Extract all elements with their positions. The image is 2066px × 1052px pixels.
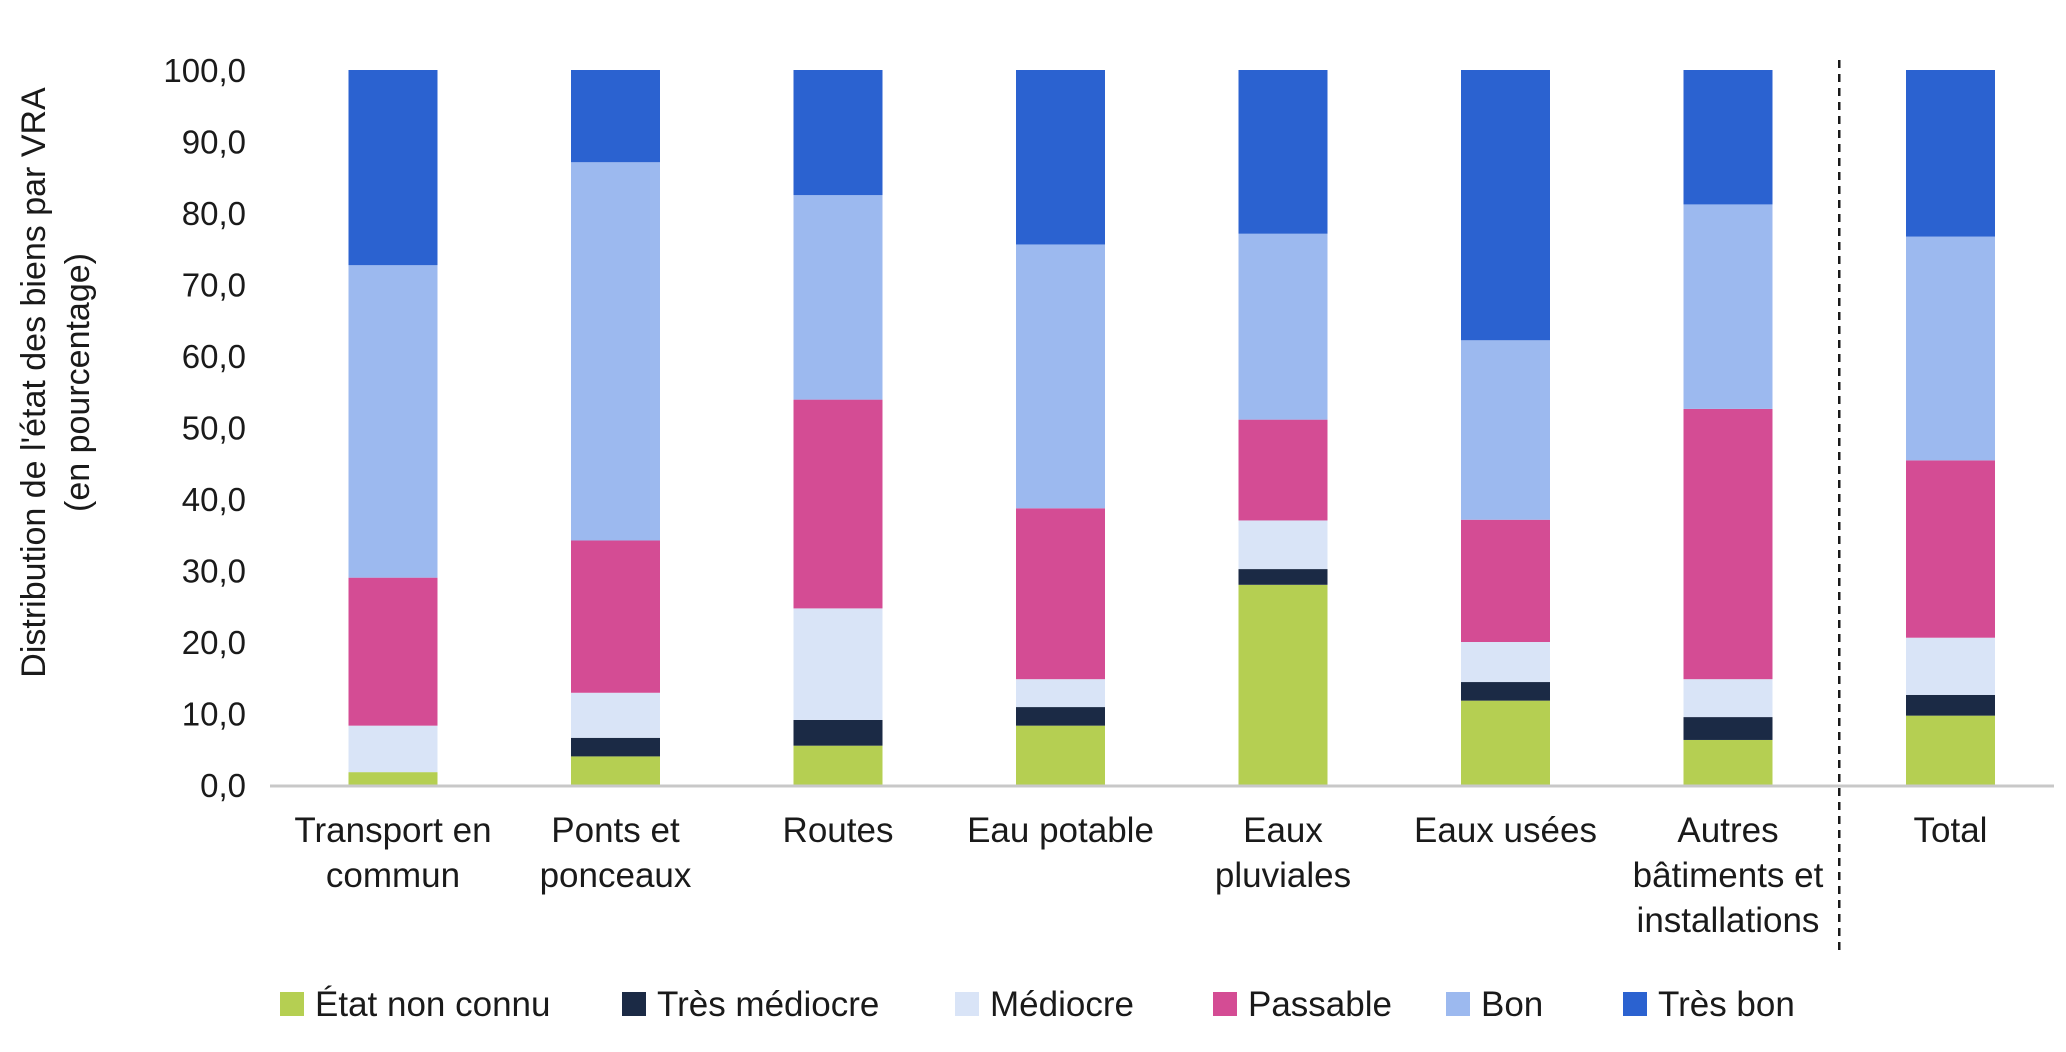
bar-segment <box>1016 707 1105 726</box>
x-category-label: pluviales <box>1215 856 1351 895</box>
x-category-label: Transport en <box>294 811 491 850</box>
y-axis-ticks: 0,0 10,0 20,0 30,0 40,0 50,0 60,0 70,0 80,0 90,0 1… <box>163 52 246 804</box>
bar-segment <box>571 756 660 785</box>
bar-segment <box>1238 569 1328 585</box>
y-axis-title: Distribution de l'état des biens par VRA… <box>15 87 97 678</box>
bar-segment <box>1683 739 1773 785</box>
bars-group <box>348 70 1995 785</box>
legend-swatch <box>280 992 304 1016</box>
y-tick-label: 60,0 <box>182 338 246 375</box>
bar-segment <box>793 745 883 785</box>
legend: État non connu Très médiocre Médiocre Passa… <box>280 985 1795 1024</box>
legend-swatch <box>1446 992 1470 1016</box>
bar-segment <box>1016 70 1105 245</box>
bar-segment <box>1016 725 1105 785</box>
y-tick-label: 90,0 <box>182 124 246 161</box>
legend-label: Passable <box>1248 985 1392 1024</box>
legend-swatch <box>955 992 979 1016</box>
legend-swatch <box>622 992 646 1016</box>
bar-segment <box>1906 236 1995 461</box>
y-tick-label: 100,0 <box>163 52 246 89</box>
y-axis-title-line: Distribution de l'état des biens par VRA <box>15 87 53 678</box>
bar-segment <box>1906 637 1995 695</box>
x-category-label: bâtiments et <box>1633 856 1824 895</box>
bar-segment <box>1016 244 1105 509</box>
x-category-label: Routes <box>783 811 894 850</box>
bar-segment <box>1906 715 1995 785</box>
y-tick-label: 10,0 <box>182 696 246 733</box>
bar-segment <box>1461 700 1550 785</box>
bar-segment <box>1906 460 1995 638</box>
bar-segment <box>1238 520 1328 570</box>
legend-swatch <box>1213 992 1237 1016</box>
bar-segment <box>571 692 660 738</box>
x-axis-category-labels: Transport en commun Ponts et ponceaux Routes… <box>294 811 1987 940</box>
bar-segment <box>1683 70 1773 205</box>
x-category-label: Eaux usées <box>1414 811 1597 850</box>
y-tick-label: 30,0 <box>182 553 246 590</box>
bar-segment <box>1683 717 1773 740</box>
bar-segment <box>1238 584 1328 785</box>
y-tick-label: 0,0 <box>200 767 246 804</box>
legend-item: Médiocre <box>955 985 1134 1024</box>
bar-segment <box>571 70 660 163</box>
bar-segment <box>793 399 883 609</box>
bar-segment <box>1461 682 1550 701</box>
bar-segment <box>1461 340 1550 520</box>
legend-label: Très médiocre <box>657 985 879 1024</box>
legend-item: Bon <box>1446 985 1543 1024</box>
legend-label: Très bon <box>1658 985 1795 1024</box>
bar-segment <box>1238 419 1328 521</box>
bar-segment <box>348 577 438 726</box>
bar-segment <box>1238 233 1328 420</box>
legend-item: État non connu <box>280 985 550 1024</box>
legend-label: Médiocre <box>990 985 1134 1024</box>
bar-segment <box>1461 70 1550 341</box>
y-tick-label: 20,0 <box>182 624 246 661</box>
bar-segment <box>1683 408 1773 680</box>
x-category-label: Autres <box>1677 811 1778 850</box>
legend-item: Très bon <box>1623 985 1795 1024</box>
x-category-label: installations <box>1637 901 1820 940</box>
bar-segment <box>793 70 883 196</box>
y-tick-label: 40,0 <box>182 481 246 518</box>
legend-label: État non connu <box>315 985 550 1024</box>
x-category-label: Eau potable <box>967 811 1154 850</box>
x-category-label: Ponts et <box>551 811 680 850</box>
bar-segment <box>1461 519 1550 642</box>
bar-segment <box>1683 204 1773 409</box>
bar-segment <box>1906 70 1995 237</box>
x-category-label: Eaux <box>1243 811 1323 850</box>
x-category-label: Total <box>1914 811 1988 850</box>
y-tick-label: 50,0 <box>182 410 246 447</box>
bar-segment <box>571 737 660 757</box>
bar-segment <box>1016 679 1105 708</box>
legend-label: Bon <box>1481 985 1543 1024</box>
bar-segment <box>348 70 438 266</box>
bar-segment <box>348 265 438 578</box>
legend-item: Passable <box>1213 985 1392 1024</box>
y-tick-label: 70,0 <box>182 267 246 304</box>
bar-segment <box>571 162 660 541</box>
legend-item: Très médiocre <box>622 985 879 1024</box>
bar-segment <box>793 719 883 746</box>
bar-segment <box>348 772 438 785</box>
bar-segment <box>793 608 883 720</box>
bar-segment <box>1461 642 1550 683</box>
x-category-label: commun <box>326 856 460 895</box>
bar-segment <box>793 195 883 400</box>
bar-segment <box>1238 70 1328 234</box>
x-category-label: ponceaux <box>540 856 692 895</box>
bar-segment <box>1016 508 1105 680</box>
bar-segment <box>348 725 438 773</box>
bar-segment <box>1906 694 1995 716</box>
bar-segment <box>1683 679 1773 718</box>
y-tick-label: 80,0 <box>182 195 246 232</box>
bar-segment <box>571 540 660 693</box>
legend-swatch <box>1623 992 1647 1016</box>
y-axis-title-line: (en pourcentage) <box>59 253 97 512</box>
